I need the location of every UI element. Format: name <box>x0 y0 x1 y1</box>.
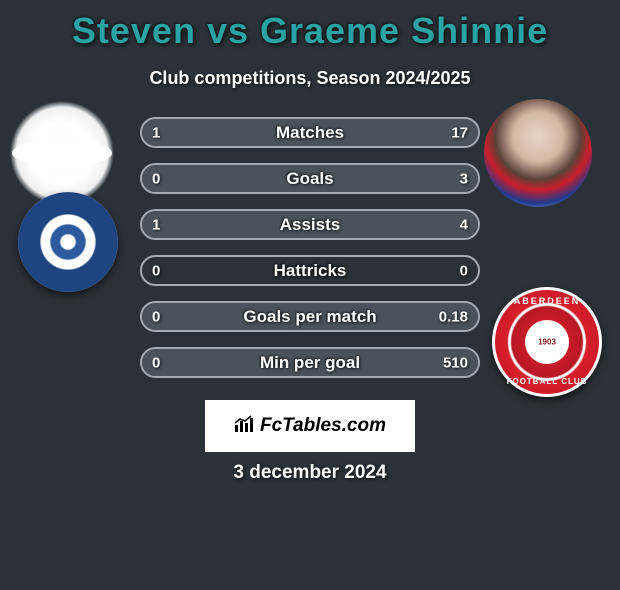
stat-label: Min per goal <box>142 353 478 373</box>
stat-bars-column: 1Matches170Goals31Assists40Hattricks00Go… <box>140 117 480 393</box>
page-title: Steven vs Graeme Shinnie <box>0 10 620 52</box>
stat-row: 0Min per goal510 <box>140 347 480 378</box>
player-left-club-badge <box>18 192 118 292</box>
date-line: 3 december 2024 <box>0 462 620 484</box>
stat-value-right: 17 <box>451 124 468 141</box>
stat-label: Hattricks <box>142 261 478 281</box>
stat-row: 0Goals3 <box>140 163 480 194</box>
stats-area: ABERDEEN FOOTBALL CLUB 1Matches170Goals3… <box>0 117 620 397</box>
stat-row: 1Matches17 <box>140 117 480 148</box>
stat-row: 1Assists4 <box>140 209 480 240</box>
brand-name: FcTables.com <box>260 415 386 437</box>
stat-value-right: 3 <box>460 170 468 187</box>
badge-right-text-bottom: FOOTBALL CLUB <box>495 377 599 386</box>
stat-value-right: 510 <box>443 354 468 371</box>
subtitle: Club competitions, Season 2024/2025 <box>0 68 620 89</box>
stat-value-right: 0 <box>460 262 468 279</box>
stat-row: 0Goals per match0.18 <box>140 301 480 332</box>
stat-value-right: 0.18 <box>439 308 468 325</box>
stat-label: Goals per match <box>142 307 478 327</box>
stat-value-right: 4 <box>460 216 468 233</box>
stat-row: 0Hattricks0 <box>140 255 480 286</box>
player-right-photo <box>484 99 592 207</box>
badge-right-text-top: ABERDEEN <box>495 296 599 306</box>
player-left-photo <box>8 99 116 207</box>
stat-label: Goals <box>142 169 478 189</box>
stat-label: Matches <box>142 123 478 143</box>
player-right-club-badge: ABERDEEN FOOTBALL CLUB <box>492 287 602 397</box>
brand-chart-icon <box>234 415 256 438</box>
brand-logo-box: FcTables.com <box>205 400 415 452</box>
stat-label: Assists <box>142 215 478 235</box>
